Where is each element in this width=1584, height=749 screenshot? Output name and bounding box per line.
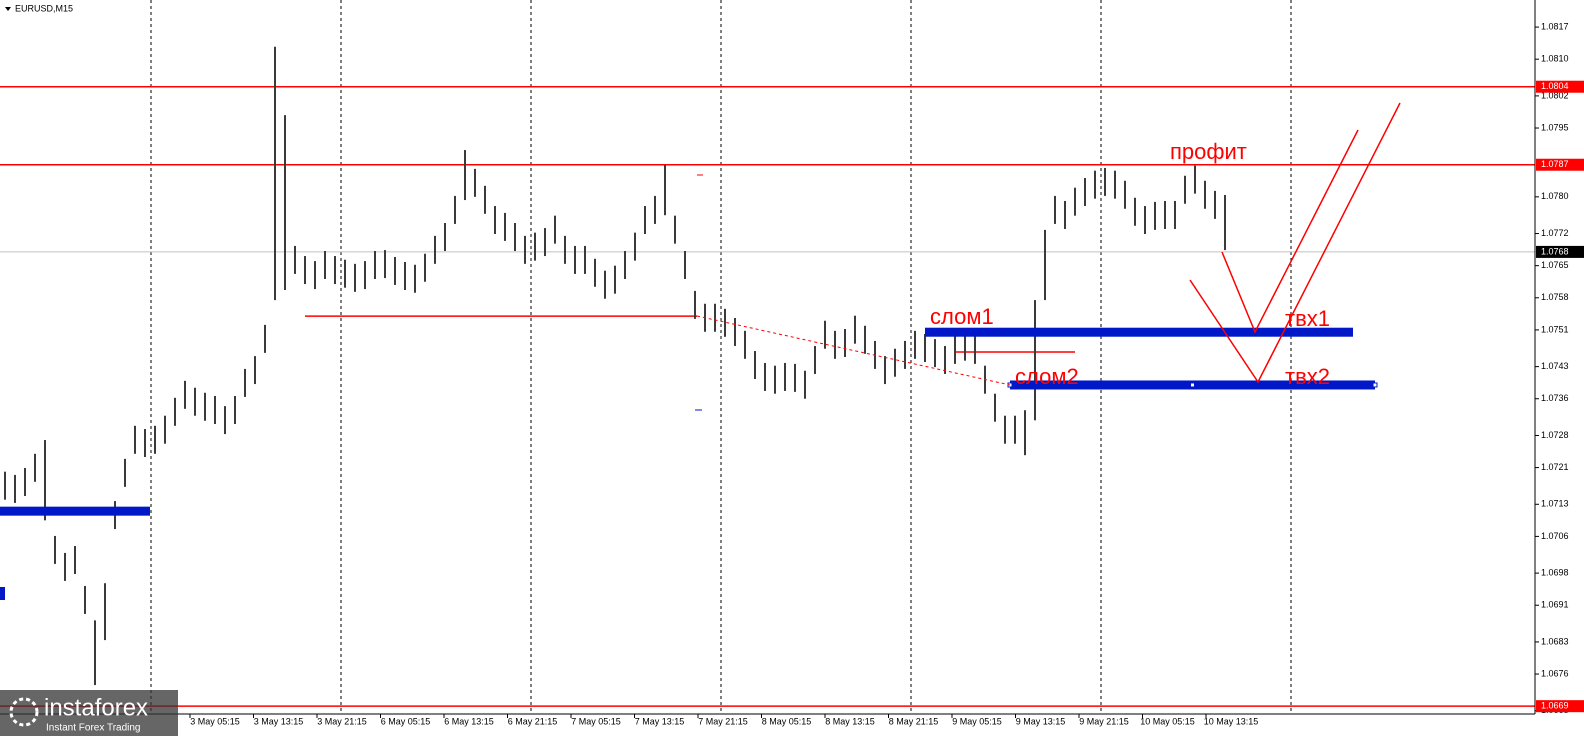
y-tick-label: 1.0743 [1541, 361, 1569, 371]
zone-handle [1190, 382, 1195, 388]
x-tick-label: 6 May 21:15 [508, 716, 558, 726]
price-box [1536, 245, 1584, 258]
y-tick-label: 1.0706 [1541, 531, 1569, 541]
annotation: профит [1170, 139, 1247, 164]
level-box [1536, 700, 1584, 713]
drawings [695, 102, 1401, 411]
y-tick-label: 1.0728 [1541, 430, 1569, 440]
y-tick-label: 1.0676 [1541, 668, 1569, 678]
y-tick-label: 1.0721 [1541, 462, 1569, 472]
x-tick-label: 3 May 13:15 [254, 716, 304, 726]
y-tick-label: 1.0810 [1541, 54, 1569, 64]
zone [925, 327, 1353, 337]
x-tick-label: 8 May 05:15 [762, 716, 812, 726]
y-tick-label: 1.0698 [1541, 567, 1569, 577]
annotation: слом2 [1015, 364, 1079, 389]
annotation: твх2 [1285, 364, 1330, 389]
chart-title: EURUSD,M15 [15, 3, 73, 13]
price-label: 1.0768 [1541, 246, 1569, 256]
y-tick-label: 1.0691 [1541, 600, 1569, 610]
marks [0, 46, 1535, 707]
x-tick-label: 9 May 13:15 [1016, 716, 1066, 726]
x-tick-label: 8 May 13:15 [825, 716, 875, 726]
x-tick-label: 3 May 21:15 [317, 716, 367, 726]
x-tick-label: 7 May 21:15 [698, 716, 748, 726]
y-tick-label: 1.0802 [1541, 90, 1569, 100]
x-tick-label: 9 May 21:15 [1079, 716, 1129, 726]
y-tick-label: 1.0765 [1541, 260, 1569, 270]
menu-icon [5, 7, 11, 11]
level-label: 1.0669 [1541, 701, 1569, 711]
annotation: твх1 [1285, 306, 1330, 331]
y-tick-label: 1.0795 [1541, 122, 1569, 132]
marker [0, 587, 5, 600]
y-tick-label: 1.0713 [1541, 499, 1569, 509]
x-tick-label: 3 May 05:15 [190, 716, 240, 726]
zone [0, 506, 150, 516]
level-box [1536, 158, 1584, 171]
y-tick-label: 1.0751 [1541, 324, 1569, 334]
x-tick-label: 6 May 13:15 [444, 716, 494, 726]
x-tick-label: 7 May 13:15 [635, 716, 685, 726]
watermark-box [0, 690, 178, 736]
path-2 [1189, 102, 1401, 384]
x-tick-label: 8 May 21:15 [889, 716, 939, 726]
x-tick-label: 10 May 05:15 [1140, 716, 1195, 726]
path-1 [1221, 129, 1359, 334]
level-label: 1.0804 [1541, 81, 1569, 91]
day-separators [150, 0, 1292, 714]
x-tick-label: 6 May 05:15 [381, 716, 431, 726]
y-tick-label: 1.0817 [1541, 21, 1569, 31]
level-label: 1.0787 [1541, 159, 1569, 169]
y-tick-label: 1.0683 [1541, 636, 1569, 646]
annotation: слом1 [930, 304, 994, 329]
watermark-tagline: Instant Forex Trading [46, 723, 141, 734]
y-tick-label: 1.0758 [1541, 292, 1569, 302]
y-tick-label: 1.0736 [1541, 393, 1569, 403]
watermark-name: instaforex [44, 694, 148, 721]
level-box [1536, 80, 1584, 93]
x-tick-label: 7 May 05:15 [571, 716, 621, 726]
watermark-logo [9, 697, 39, 727]
y-tick-label: 1.0780 [1541, 191, 1569, 201]
x-tick-label: 10 May 13:15 [1204, 716, 1259, 726]
y-tick-label: 1.0772 [1541, 228, 1569, 238]
zone-handle [1372, 382, 1378, 388]
watermark: instaforex Instant Forex Trading [0, 690, 178, 736]
x-tick-label: 9 May 05:15 [952, 716, 1002, 726]
